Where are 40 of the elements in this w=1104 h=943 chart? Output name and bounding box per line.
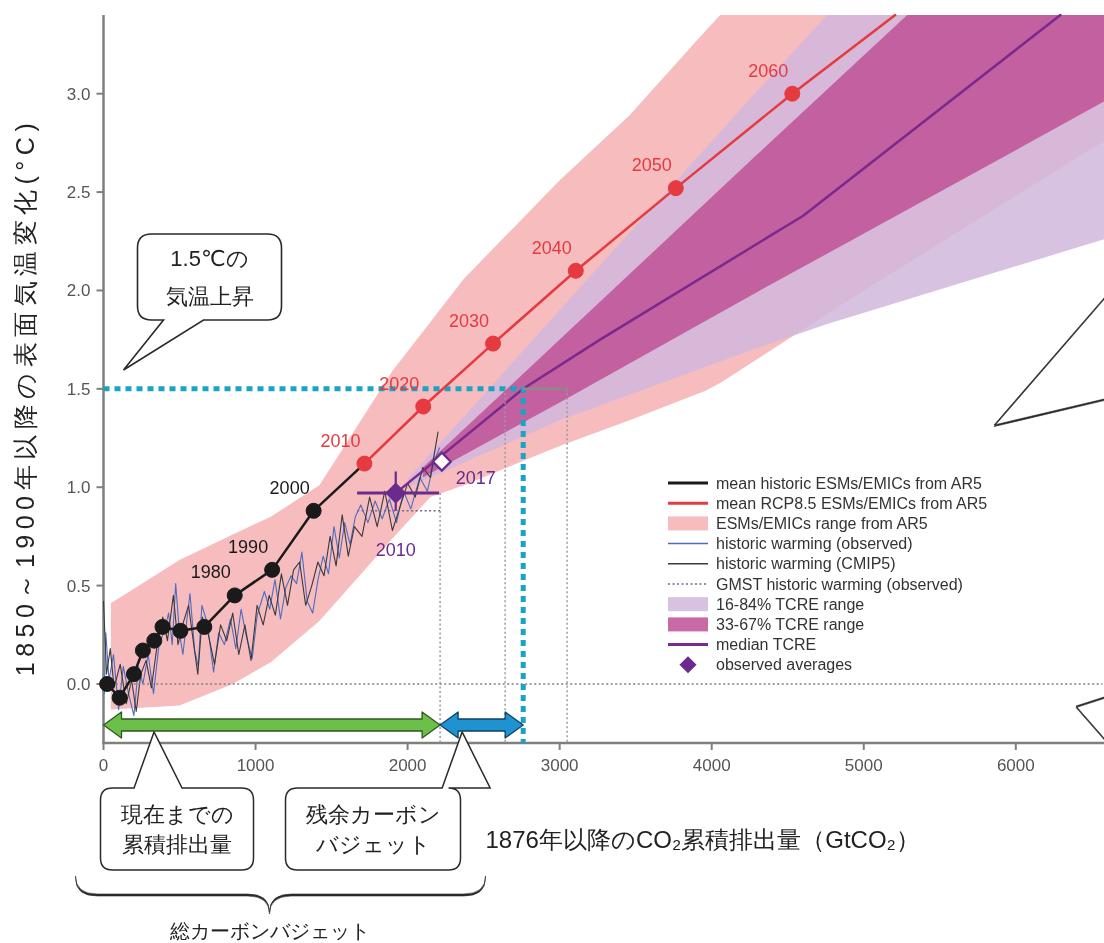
annotation: 2017 <box>455 467 496 488</box>
annotation: 2030 <box>449 310 490 331</box>
x-tick-label: 3000 <box>540 756 579 775</box>
text: 残余カーボンバジェット <box>305 802 441 857</box>
x-tick-label: 4000 <box>692 756 731 775</box>
legend-label: GMST historic warming (observed) <box>716 575 963 593</box>
annotation: 2040 <box>531 237 572 258</box>
annotation: 1980 <box>190 562 231 583</box>
y-tick-label: 1.5 <box>66 379 91 399</box>
legend-label: median TCRE <box>716 636 817 654</box>
y-tick-label: 2.5 <box>66 183 91 203</box>
legend-label: historic warming (observed) <box>716 535 913 553</box>
annotation: 1.5℃の気温上昇 <box>165 246 254 309</box>
annotation: 1990 <box>228 536 269 557</box>
y-tick-label: 0.5 <box>66 576 91 596</box>
x-tick-label: 2000 <box>388 756 427 775</box>
x-tick-label: 0 <box>98 756 109 775</box>
legend-label: observed averages <box>716 656 853 674</box>
annotation: 2010 <box>375 540 416 561</box>
x-tick-label: 5000 <box>844 756 883 775</box>
y-axis-title: 1850～1900年以降の表面気温変化(°C) <box>11 117 39 677</box>
legend-label: ESMs/EMICs range from AR5 <box>716 514 928 532</box>
y-tick-label: 0.0 <box>66 674 91 694</box>
x-tick-label: 1000 <box>236 756 275 775</box>
x-axis-title: 1876年以降のCO₂累積排出量（GtCO₂） <box>485 826 920 853</box>
text: 総カーボンバジェット <box>168 920 370 942</box>
annotation: 2000 <box>269 477 310 498</box>
legend-label: historic warming (CMIP5) <box>716 555 896 573</box>
legend-label: 33-67% TCRE range <box>716 615 865 633</box>
y-tick-label: 1.0 <box>66 478 91 498</box>
legend-label: 16-84% TCRE range <box>716 595 865 613</box>
legend-label: mean RCP8.5 ESMs/EMICs from AR5 <box>716 494 988 512</box>
annotation: 2060 <box>748 60 789 81</box>
text: 現在までの累積排出量 <box>120 802 234 857</box>
annotation: 2050 <box>631 155 672 176</box>
y-tick-label: 3.0 <box>66 84 91 104</box>
x-tick-label: 6000 <box>996 756 1035 775</box>
legend-label: mean historic ESMs/EMICs from AR5 <box>716 474 982 492</box>
y-tick-label: 2.0 <box>66 281 91 301</box>
annotation: 2010 <box>320 430 361 451</box>
